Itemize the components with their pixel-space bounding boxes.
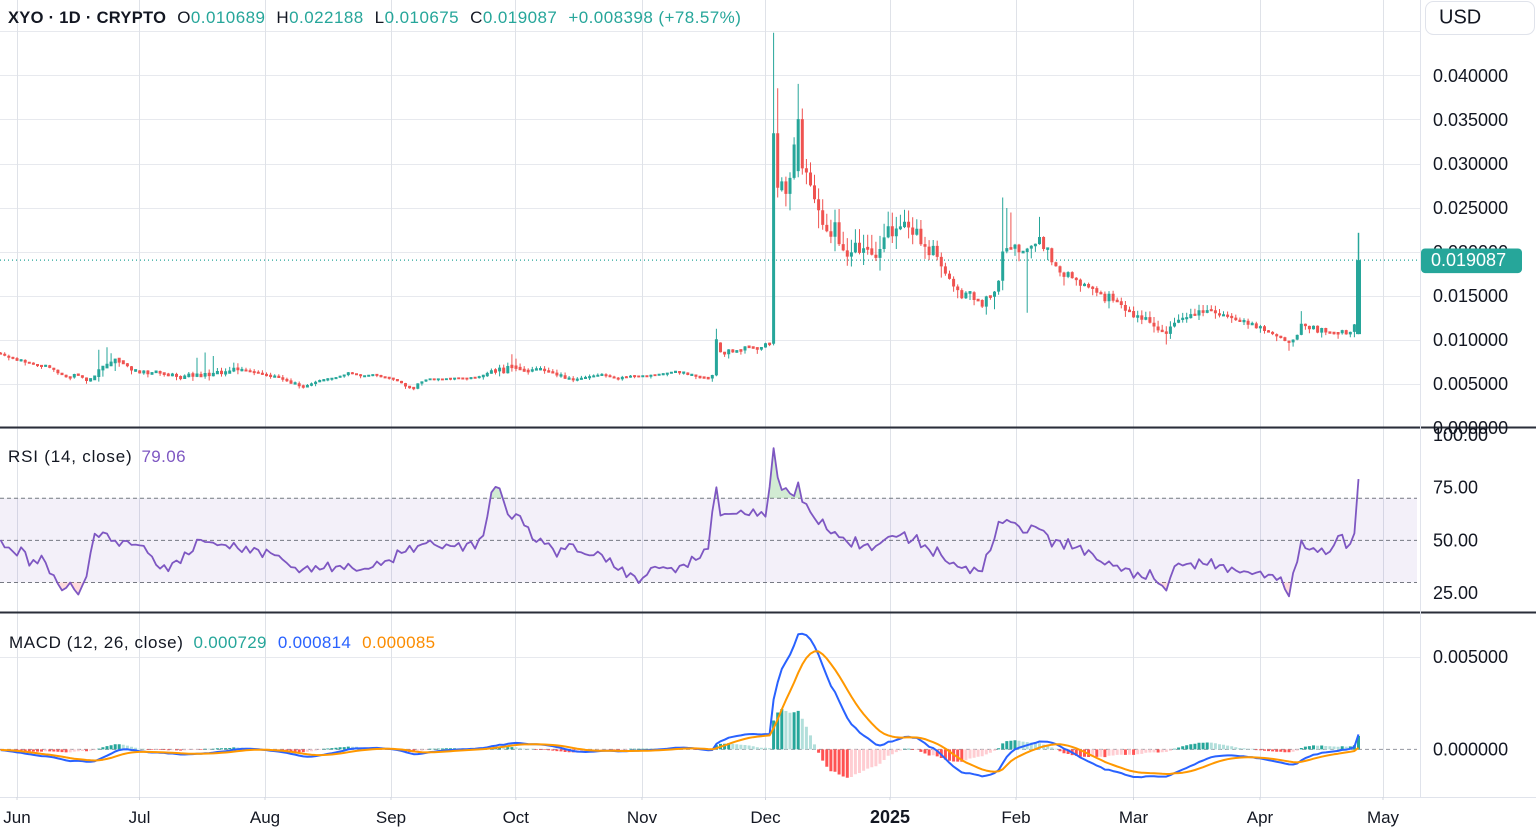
svg-text:0.030000: 0.030000	[1433, 154, 1508, 174]
svg-text:0.000000: 0.000000	[1433, 739, 1508, 759]
svg-text:Apr: Apr	[1247, 808, 1274, 827]
svg-text:Aug: Aug	[250, 808, 280, 827]
svg-text:100.00: 100.00	[1433, 425, 1488, 445]
svg-text:0.040000: 0.040000	[1433, 66, 1508, 86]
svg-text:75.00: 75.00	[1433, 478, 1478, 498]
svg-text:0.000000: 0.000000	[1433, 418, 1508, 438]
svg-text:0.005000: 0.005000	[1433, 647, 1508, 667]
svg-text:0.010000: 0.010000	[1433, 330, 1508, 350]
svg-text:2025: 2025	[870, 807, 910, 827]
svg-text:25.00: 25.00	[1433, 583, 1478, 603]
svg-text:Nov: Nov	[627, 808, 658, 827]
svg-text:0.005000: 0.005000	[1433, 374, 1508, 394]
svg-text:Mar: Mar	[1119, 808, 1149, 827]
svg-text:Dec: Dec	[750, 808, 781, 827]
svg-text:50.00: 50.00	[1433, 530, 1478, 550]
svg-text:0.015000: 0.015000	[1433, 286, 1508, 306]
svg-text:Oct: Oct	[503, 808, 530, 827]
svg-text:Sep: Sep	[376, 808, 406, 827]
svg-text:Jun: Jun	[3, 808, 30, 827]
svg-text:0.025000: 0.025000	[1433, 198, 1508, 218]
svg-text:0.035000: 0.035000	[1433, 110, 1508, 130]
svg-text:May: May	[1367, 808, 1400, 827]
svg-text:Feb: Feb	[1001, 808, 1030, 827]
svg-text:0.019087: 0.019087	[1431, 250, 1506, 270]
svg-text:Jul: Jul	[129, 808, 151, 827]
svg-text:RSI (14, close)79.06: RSI (14, close) 79.06	[8, 447, 186, 466]
svg-text:USD: USD	[1439, 7, 1481, 29]
